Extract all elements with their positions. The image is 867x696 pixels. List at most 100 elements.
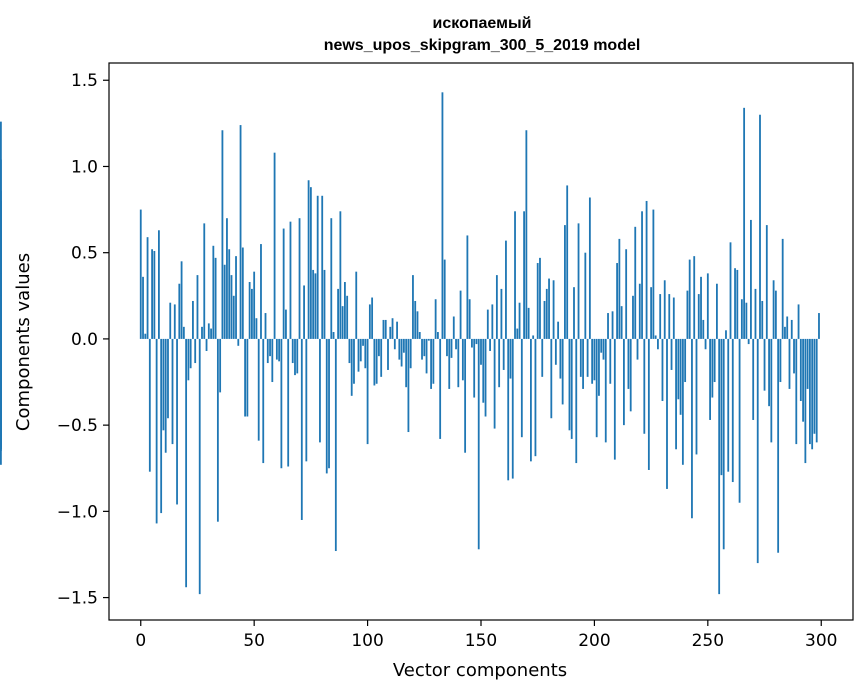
bar-299 [818, 313, 820, 339]
bar-43 [237, 338, 240, 346]
bar-27 [201, 326, 203, 339]
bar-247 [700, 276, 702, 339]
x-tick-label: 0 [135, 631, 146, 651]
bar-240 [684, 338, 687, 383]
bar-257 [722, 338, 725, 550]
bar-23 [192, 300, 194, 339]
bar-147 [473, 338, 476, 398]
bar-176 [539, 257, 541, 339]
bar-3 [146, 237, 149, 339]
bar-283 [781, 238, 784, 339]
bar-82 [325, 338, 328, 474]
bar-118 [407, 338, 410, 433]
bar-298 [815, 338, 818, 443]
bar-246 [697, 294, 700, 339]
bar-190 [570, 338, 573, 439]
bar-289 [795, 338, 798, 445]
bar-53 [260, 244, 262, 339]
bar-63 [282, 228, 285, 339]
bar-70 [298, 218, 301, 339]
y-tick-label: 1.5 [71, 71, 98, 91]
bar-160 [502, 338, 505, 370]
bar-31 [210, 328, 212, 339]
x-axis-ticks: 0 50 100 150 200 250 300 [135, 620, 837, 651]
bar-217 [632, 295, 634, 339]
bar-212 [620, 306, 623, 339]
bar-86 [334, 338, 337, 552]
bar-220 [638, 283, 641, 339]
bar-210 [616, 263, 618, 339]
bar-182 [552, 280, 555, 339]
bar-95 [355, 271, 358, 339]
bar-79 [319, 338, 321, 443]
bar-183 [554, 338, 557, 365]
bar-109 [387, 338, 389, 370]
bar-180 [548, 278, 550, 339]
bar-111 [391, 318, 394, 339]
bar-39 [228, 249, 231, 339]
bar-134 [443, 259, 446, 339]
bar-181 [550, 338, 553, 419]
bar-272 [756, 338, 759, 564]
y-tick-label: −1.5 [57, 589, 98, 609]
bar-192 [575, 338, 578, 464]
bar-37 [223, 264, 226, 339]
bar-158 [498, 338, 501, 388]
bar-293 [804, 338, 807, 464]
bar-296 [811, 338, 814, 450]
bar-144 [466, 235, 469, 339]
bar-21 [187, 338, 190, 381]
bar-5 [151, 249, 153, 339]
bar-73 [305, 338, 308, 462]
bar-162 [507, 338, 510, 481]
bar-78 [316, 195, 319, 339]
bar-153 [486, 309, 489, 339]
bar-32 [212, 245, 215, 339]
bar-165 [514, 211, 516, 339]
bar-68 [294, 338, 296, 376]
bar-60 [275, 338, 278, 360]
y-tick-label: −0.5 [57, 416, 98, 436]
bar-259 [727, 338, 730, 472]
bar-202 [598, 338, 600, 396]
bar-72 [303, 285, 305, 339]
bar-251 [709, 338, 711, 420]
bar-254 [716, 283, 718, 339]
bar-84 [330, 218, 333, 339]
bar-121 [414, 300, 417, 339]
y-tick-label: 1.0 [71, 157, 98, 177]
bar-231 [663, 280, 666, 339]
bar-164 [511, 338, 514, 479]
bar-224 [647, 338, 650, 470]
bar-282 [779, 338, 782, 383]
bar-undefined [0, 295, 2, 339]
bar-156 [493, 338, 496, 429]
bar-11 [164, 338, 167, 453]
bar-105 [378, 338, 380, 357]
bar-177 [541, 338, 544, 377]
bar-167 [518, 302, 521, 339]
bar-171 [527, 307, 530, 339]
bar-146 [471, 338, 473, 348]
bar-242 [688, 259, 691, 339]
bar-102 [371, 297, 374, 339]
bar-34 [216, 338, 219, 522]
bar-265 [740, 299, 743, 339]
bar-258 [725, 330, 727, 339]
bar-48 [248, 282, 251, 339]
bar-81 [323, 269, 326, 339]
bar-67 [291, 338, 294, 364]
bar-269 [750, 219, 752, 339]
bar-163 [509, 338, 512, 379]
bar-172 [530, 338, 532, 462]
bar-undefined [0, 159, 2, 339]
bar-89 [341, 306, 344, 339]
bar-278 [770, 338, 773, 443]
bar-83 [328, 338, 330, 469]
bar-193 [577, 223, 580, 339]
bar-239 [681, 338, 684, 465]
bar-57 [269, 338, 271, 357]
bar-250 [706, 273, 709, 339]
bar-119 [409, 338, 412, 369]
